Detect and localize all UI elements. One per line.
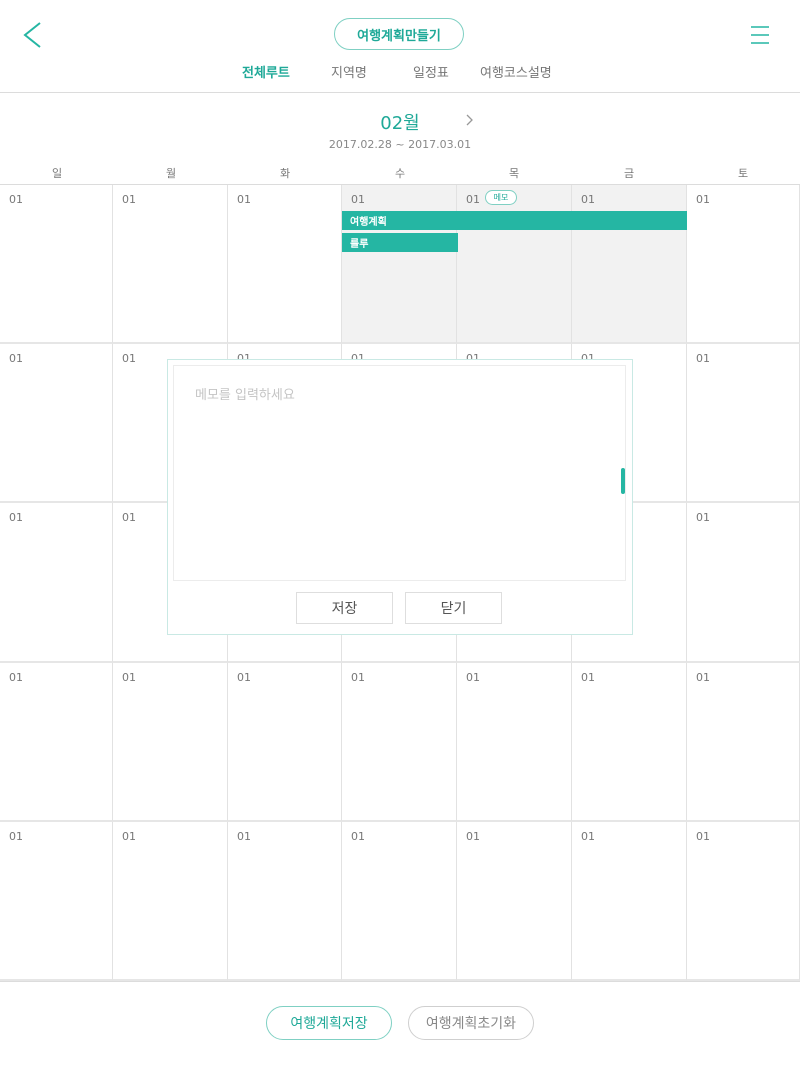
memo-close-button[interactable]: 닫기 (405, 592, 502, 624)
calendar-day-cell[interactable]: 01 (572, 663, 687, 822)
tab-course-description[interactable]: 여행코스설명 (480, 66, 552, 81)
calendar-day-cell[interactable]: 01 (687, 185, 800, 344)
weekday-fri: 금 (623, 167, 635, 180)
create-plan-button[interactable]: 여행계획만들기 (334, 18, 464, 50)
day-number: 01 (122, 830, 136, 843)
memo-placeholder: 메모를 입력하세요 (195, 388, 295, 403)
weekday-tue: 화 (279, 167, 291, 180)
day-number: 01 (9, 352, 23, 365)
calendar-day-cell[interactable]: 01 (0, 822, 113, 981)
tab-region[interactable]: 지역명 (331, 66, 367, 81)
day-number: 01 (351, 193, 365, 206)
day-number: 01 (9, 671, 23, 684)
calendar-day-cell[interactable]: 01 (687, 822, 800, 981)
memo-badge[interactable]: 메모 (485, 190, 517, 205)
memo-save-button[interactable]: 저장 (296, 592, 393, 624)
back-button[interactable] (20, 20, 46, 50)
footer-divider (0, 981, 800, 982)
day-number: 01 (9, 511, 23, 524)
weekday-wed: 수 (394, 167, 406, 180)
calendar-day-cell[interactable]: 01 (457, 663, 572, 822)
day-number: 01 (581, 193, 595, 206)
calendar-day-cell[interactable]: 01 (687, 344, 800, 503)
weekday-sat: 토 (737, 167, 749, 180)
day-number: 01 (696, 671, 710, 684)
calendar-day-cell[interactable]: 01 (113, 663, 228, 822)
calendar-day-cell[interactable]: 01 (228, 822, 342, 981)
chevron-left-icon (23, 22, 41, 48)
day-number: 01 (122, 511, 136, 524)
day-number: 01 (122, 352, 136, 365)
weekday-thu: 목 (508, 167, 520, 180)
day-number: 01 (466, 671, 480, 684)
calendar-day-cell[interactable]: 01 (342, 185, 457, 344)
memo-textarea[interactable] (173, 365, 626, 581)
day-number: 01 (351, 830, 365, 843)
memo-scrollbar[interactable] (621, 468, 625, 494)
calendar-day-cell[interactable]: 01 (0, 503, 113, 663)
weekday-divider (0, 184, 800, 185)
calendar-day-cell[interactable]: 01 (687, 503, 800, 663)
day-number: 01 (237, 671, 251, 684)
day-number: 01 (696, 193, 710, 206)
day-number: 01 (581, 830, 595, 843)
day-number: 01 (696, 830, 710, 843)
calendar-day-cell[interactable]: 01 (0, 185, 113, 344)
calendar-day-cell[interactable]: 01 (113, 185, 228, 344)
header-divider (0, 92, 800, 93)
menu-button[interactable] (748, 24, 772, 46)
day-number: 01 (581, 671, 595, 684)
weekday-sun: 일 (51, 167, 63, 180)
day-number: 01 (9, 830, 23, 843)
tab-schedule[interactable]: 일정표 (413, 66, 449, 81)
calendar-day-cell[interactable]: 01 (342, 822, 457, 981)
prev-month-button[interactable] (320, 110, 340, 130)
calendar-day-cell[interactable]: 01 (572, 822, 687, 981)
day-number: 01 (122, 671, 136, 684)
calendar-day-cell[interactable]: 01 (457, 185, 572, 344)
calendar-day-cell[interactable]: 01 (0, 663, 113, 822)
chevron-right-icon (466, 114, 473, 126)
day-number: 01 (9, 193, 23, 206)
day-number: 01 (351, 671, 365, 684)
event-bar-lulu[interactable]: 룰루 (342, 233, 458, 252)
hamburger-menu-icon (751, 26, 769, 44)
day-number: 01 (466, 830, 480, 843)
day-number: 01 (237, 193, 251, 206)
calendar-day-cell[interactable]: 01 (228, 185, 342, 344)
date-range: 2017.02.28 ~ 2017.03.01 (328, 138, 472, 151)
save-plan-button[interactable]: 여행계획저장 (266, 1006, 392, 1040)
calendar-day-cell[interactable]: 01 (572, 185, 687, 344)
next-month-button[interactable] (459, 110, 479, 130)
reset-plan-button[interactable]: 여행계획초기화 (408, 1006, 534, 1040)
month-title: 02월 (380, 113, 420, 134)
day-number: 01 (466, 193, 480, 206)
event-bar-travel-plan[interactable]: 여행계획 (342, 211, 687, 230)
day-number: 01 (237, 830, 251, 843)
calendar-day-cell[interactable]: 01 (113, 822, 228, 981)
weekday-mon: 월 (165, 167, 177, 180)
calendar-day-cell[interactable]: 01 (342, 663, 457, 822)
day-number: 01 (696, 352, 710, 365)
day-number: 01 (696, 511, 710, 524)
calendar-day-cell[interactable]: 01 (687, 663, 800, 822)
tab-full-route[interactable]: 전체루트 (242, 66, 290, 81)
calendar-day-cell[interactable]: 01 (0, 344, 113, 503)
calendar-day-cell[interactable]: 01 (228, 663, 342, 822)
day-number: 01 (122, 193, 136, 206)
calendar-day-cell[interactable]: 01 (457, 822, 572, 981)
